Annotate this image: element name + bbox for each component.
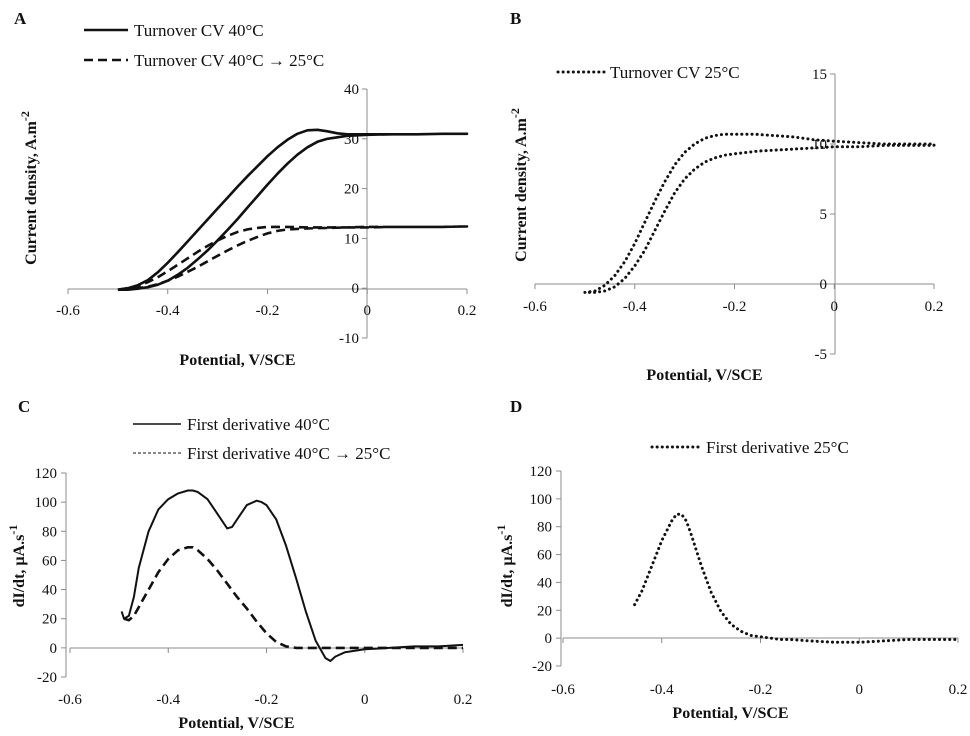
x-tick-label: 0.2	[949, 682, 968, 698]
chart-panel-d: D -0.6 -0.4 -0.2 0 0.2 -20 0 20 40 60 80 100 120 Poten…	[494, 397, 967, 722]
x-tick-label: 0.2	[925, 299, 944, 315]
y-tick-label: 120	[530, 464, 553, 480]
x-axis-label: Potential, V/SCE	[672, 705, 788, 722]
y-tick-label: 0	[545, 631, 553, 647]
legend-label: Turnover CV 25°C	[610, 63, 740, 82]
y-tick-label: 20	[344, 182, 359, 198]
x-tick-label: 0	[831, 299, 839, 315]
x-tick-label: -0.2	[255, 692, 279, 708]
legend-label: Turnover CV 40°C → 25°C	[134, 51, 324, 70]
legend-label: First derivative 40°C	[187, 415, 330, 434]
y-tick-label: -5	[815, 347, 828, 363]
x-tick-label: -0.6	[56, 303, 80, 319]
y-tick-label: 10	[344, 231, 359, 247]
x-axis-label: Potential, V/SCE	[178, 715, 294, 732]
x-tick-label: -0.2	[256, 303, 280, 319]
y-tick-label: 100	[530, 492, 553, 508]
x-tick-label: 0.2	[454, 692, 473, 708]
y-axis-label: dI/dt, µA.s-1	[494, 525, 516, 608]
series-line-1	[583, 132, 936, 294]
chart-panel-c: C -0.6 -0.4 -0.2 0 0.2 -20 0 20 40 60 80 100 120 Poten…	[6, 397, 472, 732]
y-tick-label: -10	[339, 331, 359, 347]
y-tick-label: 0	[352, 281, 360, 297]
chart-panel-a: A-0.6 -0.4 -0.2 0 0.2-10010203040Potential, …	[14, 9, 476, 369]
x-tick-label: -0.4	[156, 303, 180, 319]
series-line-1	[633, 512, 960, 644]
x-tick-label: 0	[361, 692, 369, 708]
panel-label: A	[14, 9, 27, 28]
y-axis-label: Current density, A.m-2	[18, 111, 40, 265]
series-line-1	[117, 128, 469, 292]
y-tick-label: 40	[344, 82, 359, 98]
y-tick-label: 20	[537, 603, 552, 619]
y-axis-label: Current density, A.m-2	[508, 108, 530, 262]
y-tick-label: 0	[820, 277, 828, 293]
y-axis-label: dI/dt, µA.s-1	[6, 525, 28, 608]
panel-label: D	[510, 397, 522, 416]
x-tick-label: -0.6	[551, 682, 575, 698]
y-tick-label: 40	[537, 575, 552, 591]
x-tick-label: 0	[856, 682, 864, 698]
x-tick-label: 0.2	[458, 303, 477, 319]
legend-label: First derivative 40°C → 25°C	[187, 444, 390, 463]
x-tick-label: -0.6	[58, 692, 82, 708]
panel-label: B	[510, 9, 521, 28]
y-tick-label: 15	[812, 67, 827, 83]
y-tick-label: 80	[537, 520, 552, 536]
x-tick-label: 0	[364, 303, 372, 319]
x-axis-label: Potential, V/SCE	[646, 367, 762, 384]
series-line-2	[117, 225, 469, 291]
x-tick-label: -0.4	[623, 299, 647, 315]
legend-label: Turnover CV 40°C	[134, 21, 264, 40]
series-line-1	[120, 489, 464, 662]
x-tick-label: -0.6	[523, 299, 547, 315]
y-tick-label: 120	[35, 466, 58, 482]
x-tick-label: -0.2	[749, 682, 773, 698]
panel-label: C	[18, 397, 30, 416]
x-tick-label: -0.2	[723, 299, 747, 315]
x-tick-label: -0.4	[156, 692, 180, 708]
y-tick-label: 0	[50, 641, 58, 657]
y-tick-label: 60	[42, 553, 57, 569]
y-tick-label: -20	[532, 659, 552, 675]
y-tick-label: 40	[42, 583, 57, 599]
x-axis-label: Potential, V/SCE	[179, 352, 295, 369]
legend-label: First derivative 25°C	[706, 438, 849, 457]
y-tick-label: 60	[537, 548, 552, 564]
x-tick-label: -0.4	[650, 682, 674, 698]
y-tick-label: 20	[42, 612, 57, 628]
y-tick-label: 5	[820, 207, 828, 223]
y-tick-label: 100	[35, 495, 58, 511]
series-line-2	[123, 545, 463, 650]
y-tick-label: -20	[37, 670, 57, 686]
y-tick-label: 80	[42, 524, 57, 540]
